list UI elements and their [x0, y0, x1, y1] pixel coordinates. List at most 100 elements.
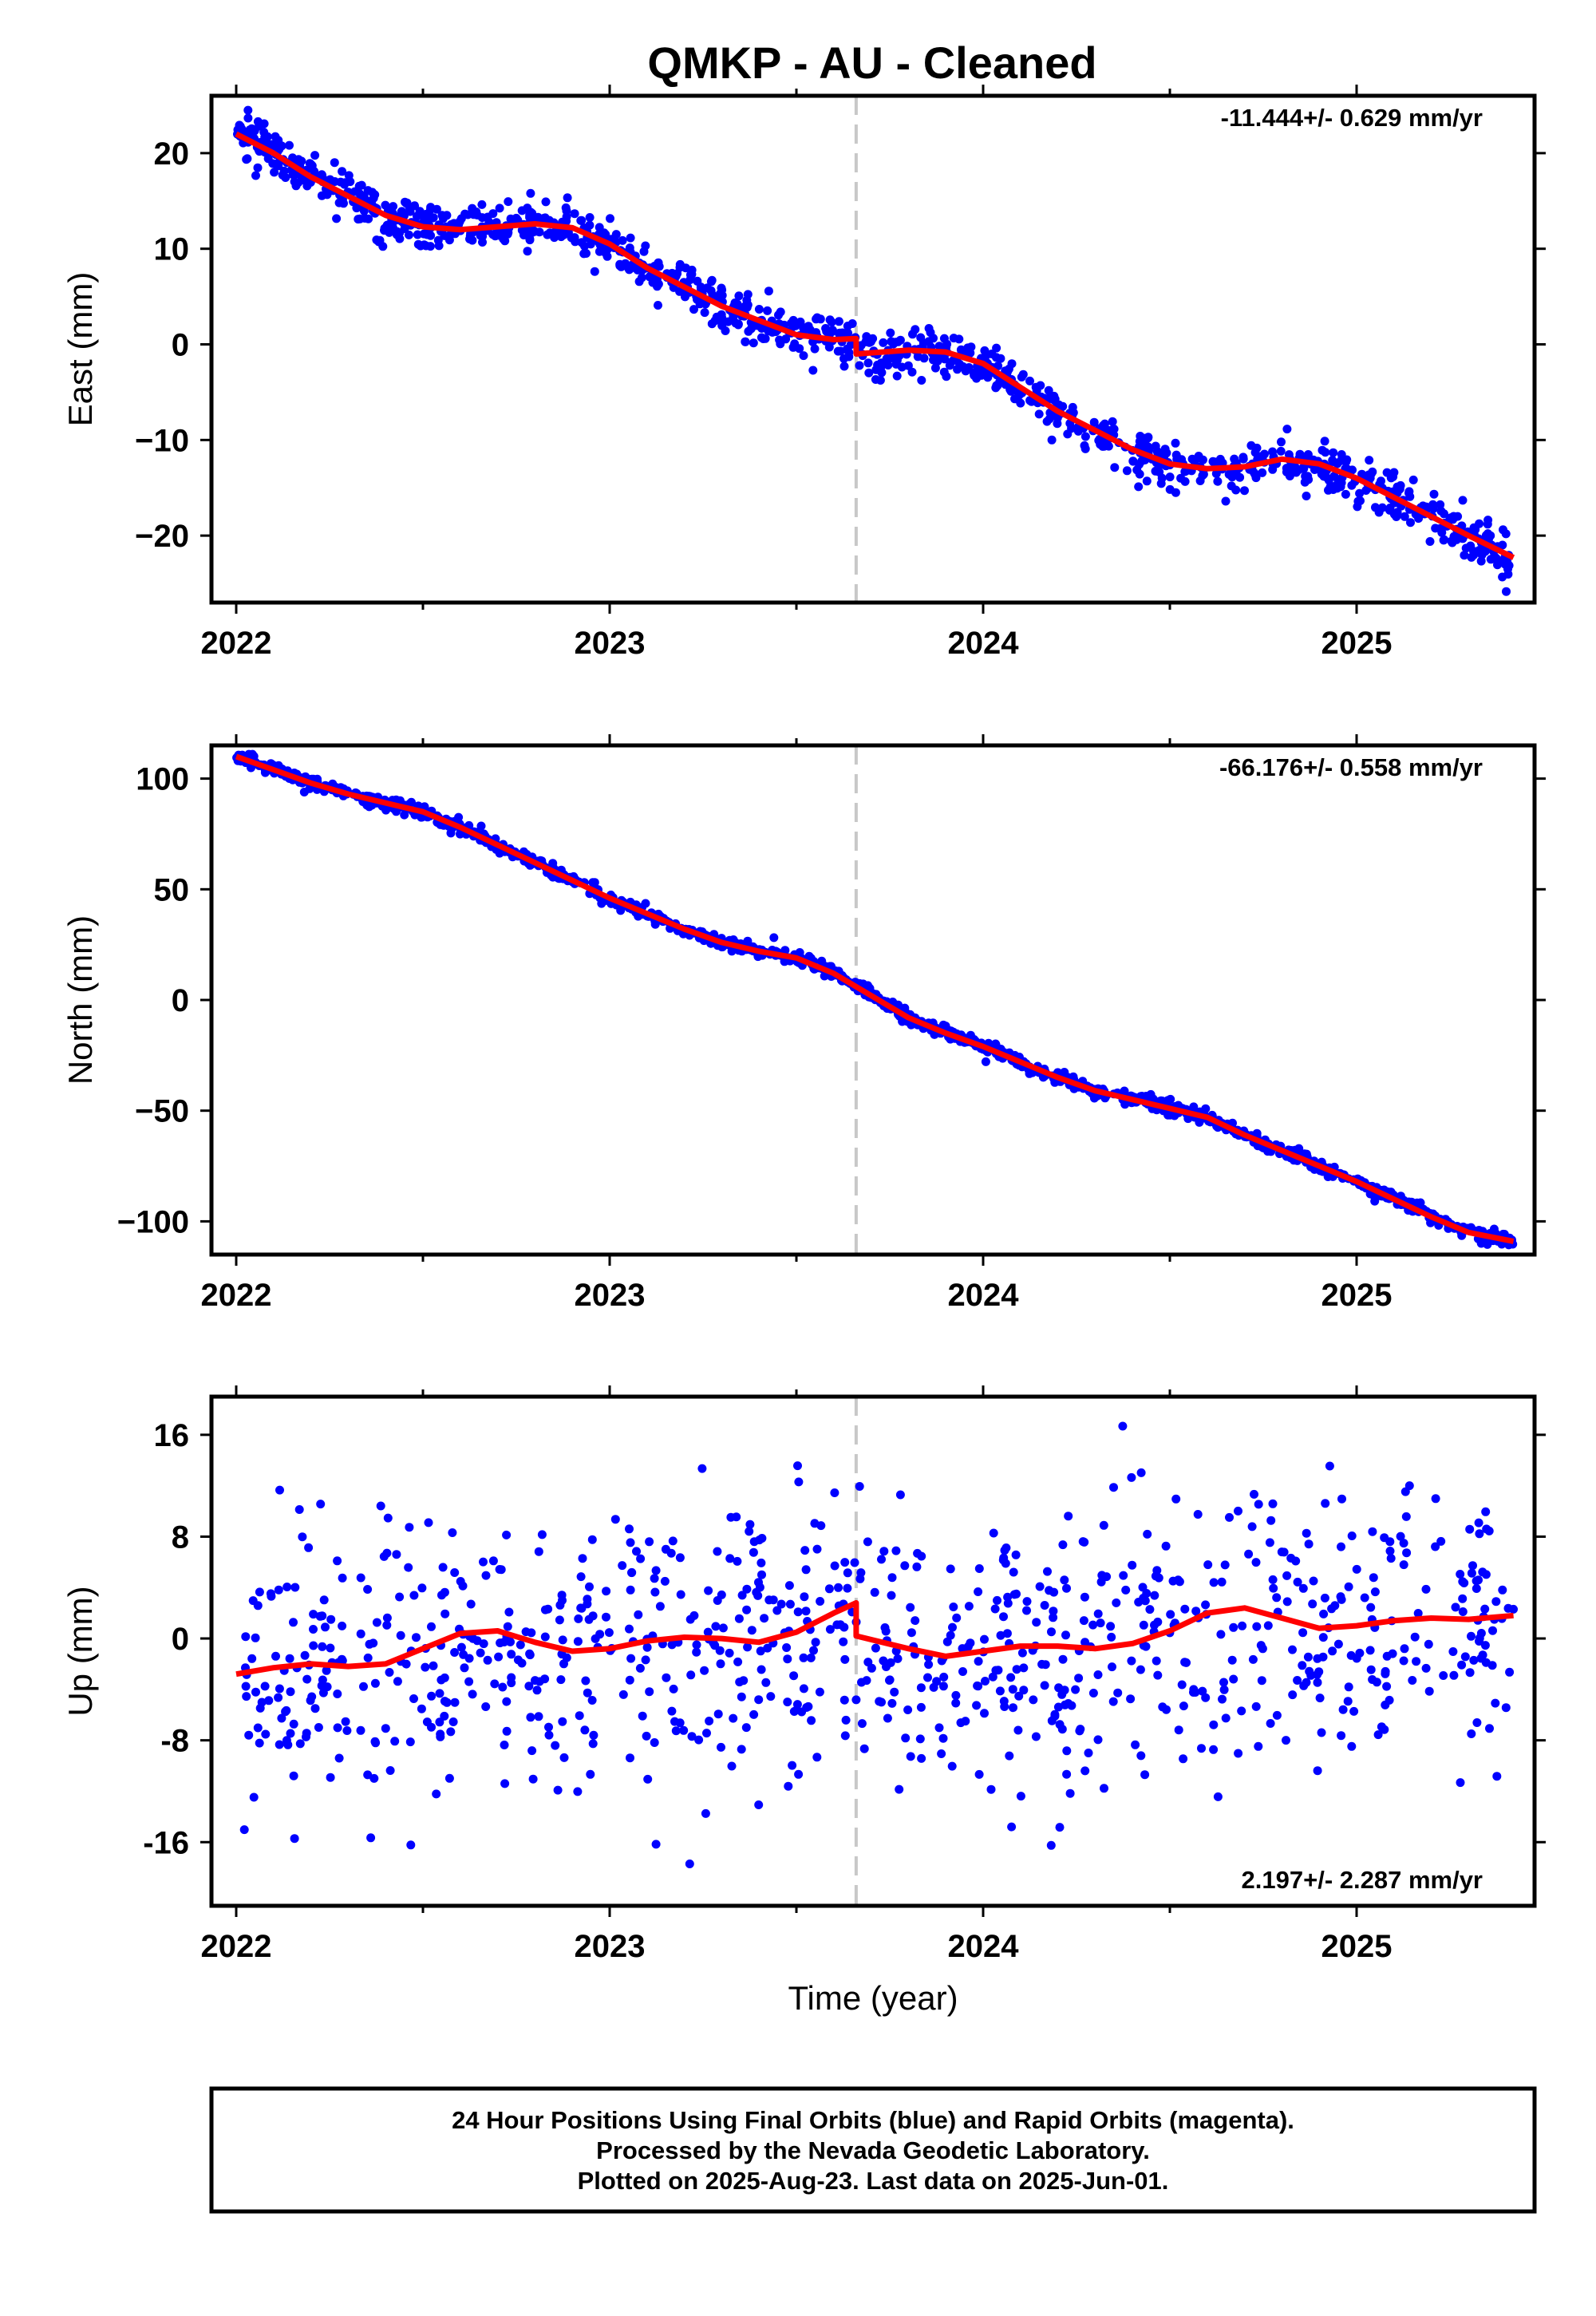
data-point	[1179, 1754, 1188, 1764]
data-point	[321, 1622, 330, 1632]
data-point	[1365, 1646, 1375, 1655]
data-point	[651, 1840, 661, 1849]
data-point	[530, 227, 539, 236]
data-point	[1458, 496, 1468, 505]
data-point	[1501, 1703, 1511, 1713]
x-tick-label: 2023	[575, 1929, 646, 1964]
data-point	[717, 283, 726, 293]
data-point	[1386, 1554, 1396, 1563]
data-point	[871, 1643, 880, 1653]
data-point	[887, 337, 896, 346]
data-point	[806, 1653, 816, 1662]
data-point	[1047, 1627, 1056, 1637]
data-point	[716, 1659, 725, 1669]
data-point	[610, 1515, 620, 1524]
data-point	[318, 171, 327, 180]
data-point	[1344, 1582, 1353, 1591]
data-point	[263, 132, 272, 141]
data-point	[1089, 417, 1099, 427]
data-point	[618, 1561, 627, 1571]
x-tick-label: 2022	[201, 1278, 272, 1313]
data-point	[1481, 1570, 1491, 1579]
data-point	[668, 1536, 678, 1546]
data-point	[1057, 1725, 1067, 1734]
data-point	[599, 228, 609, 238]
footer-line-2: Processed by the Nevada Geodetic Laborat…	[596, 2136, 1150, 2164]
data-point	[541, 197, 551, 207]
data-point	[587, 1696, 597, 1705]
data-point	[1355, 488, 1365, 498]
data-point	[1451, 1603, 1460, 1612]
data-point	[863, 358, 873, 368]
data-point	[385, 1668, 394, 1677]
data-point	[611, 230, 621, 239]
data-point	[450, 1648, 460, 1657]
data-point	[808, 366, 818, 375]
data-point	[1421, 1584, 1431, 1594]
data-point	[913, 352, 922, 362]
data-point	[502, 1697, 512, 1706]
data-point	[440, 231, 449, 240]
data-point	[1298, 1628, 1308, 1638]
data-point	[635, 1663, 645, 1673]
data-point	[752, 1587, 761, 1597]
data-point	[675, 1553, 685, 1563]
data-point	[363, 1585, 373, 1594]
data-point	[1126, 1694, 1136, 1704]
data-point	[1151, 441, 1160, 451]
data-point	[300, 1650, 310, 1660]
data-point	[1446, 513, 1456, 523]
data-point	[1402, 1548, 1412, 1558]
data-point	[623, 263, 633, 272]
data-point	[1062, 1769, 1072, 1779]
panel-east: 2022 2023 2024 2025 20 10 0 −10 −20 East (mm) -11.…	[61, 85, 1546, 661]
data-point	[392, 1550, 401, 1559]
data-point	[558, 1635, 567, 1645]
data-point	[639, 247, 649, 256]
data-point	[368, 188, 377, 197]
data-point	[1176, 473, 1186, 483]
data-point	[495, 204, 504, 213]
data-point	[825, 1625, 835, 1634]
data-point	[241, 1682, 251, 1691]
data-point	[1492, 1772, 1502, 1781]
data-point	[588, 1739, 598, 1749]
data-point	[1412, 1657, 1421, 1666]
data-point	[893, 1654, 903, 1663]
y-tick-label: −50	[135, 1094, 189, 1129]
data-point	[340, 180, 350, 189]
data-point	[1408, 475, 1418, 484]
data-point	[1238, 454, 1248, 464]
data-point	[1110, 463, 1120, 472]
data-point	[954, 334, 964, 344]
data-point	[974, 1769, 984, 1779]
data-point	[243, 105, 253, 115]
data-point	[669, 1684, 678, 1694]
data-point	[602, 1612, 610, 1622]
data-point	[1321, 472, 1331, 482]
data-point	[887, 1591, 896, 1600]
data-point	[1230, 454, 1239, 464]
data-point	[676, 1590, 685, 1599]
data-point	[326, 1614, 336, 1624]
data-point	[986, 1784, 996, 1794]
data-point	[692, 1647, 701, 1657]
data-point	[1460, 1652, 1470, 1662]
data-point	[713, 1709, 723, 1719]
data-point	[255, 1587, 264, 1597]
data-point	[290, 177, 299, 187]
data-point	[1139, 1594, 1148, 1603]
data-point	[840, 1558, 850, 1567]
data-point	[1250, 448, 1260, 457]
data-point	[405, 1523, 414, 1532]
data-point	[809, 1646, 818, 1655]
data-point	[1221, 496, 1231, 506]
data-point	[754, 1695, 764, 1705]
data-point	[1065, 1788, 1075, 1798]
data-point	[1320, 437, 1329, 446]
data-point	[915, 1734, 925, 1744]
data-point	[1371, 503, 1380, 512]
data-point	[841, 1715, 851, 1725]
data-point	[783, 1697, 792, 1707]
